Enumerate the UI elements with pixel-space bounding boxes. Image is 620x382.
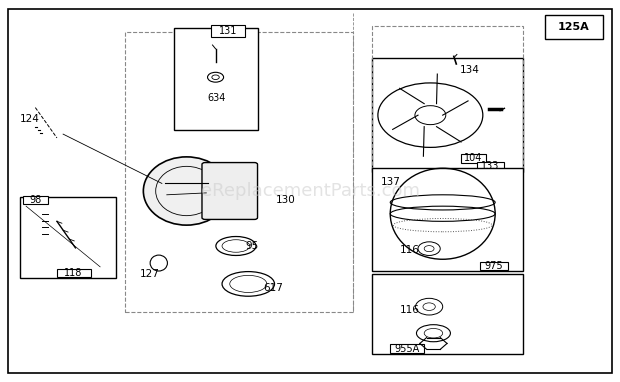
- Bar: [372, 58, 523, 172]
- Text: 125A: 125A: [557, 22, 590, 32]
- Bar: [125, 32, 353, 312]
- Bar: [390, 344, 424, 353]
- Text: 95: 95: [245, 241, 259, 251]
- Bar: [477, 162, 505, 170]
- Text: eReplacementParts.com: eReplacementParts.com: [200, 182, 420, 200]
- Text: 137: 137: [381, 176, 401, 186]
- Bar: [372, 26, 523, 172]
- Text: 133: 133: [481, 161, 500, 171]
- Ellipse shape: [143, 157, 230, 225]
- Bar: [372, 168, 523, 270]
- Text: 130: 130: [276, 196, 296, 206]
- Text: 131: 131: [219, 26, 237, 36]
- Text: 116: 116: [399, 245, 419, 255]
- Bar: [211, 25, 245, 37]
- Text: 975: 975: [484, 261, 503, 271]
- Bar: [190, 94, 215, 102]
- Text: 134: 134: [459, 65, 479, 74]
- Text: 617: 617: [264, 283, 283, 293]
- Text: 118: 118: [64, 268, 83, 278]
- Text: 98: 98: [29, 195, 42, 205]
- Bar: [544, 15, 603, 39]
- Text: 104: 104: [464, 154, 483, 163]
- Bar: [372, 274, 523, 354]
- FancyBboxPatch shape: [202, 163, 257, 219]
- Bar: [174, 28, 257, 130]
- Bar: [20, 197, 115, 278]
- Bar: [57, 269, 91, 277]
- Text: 634: 634: [207, 93, 225, 103]
- Bar: [23, 196, 48, 204]
- Bar: [480, 262, 508, 270]
- Text: 127: 127: [140, 269, 159, 279]
- Text: 955A: 955A: [394, 344, 420, 354]
- Text: 116: 116: [399, 306, 419, 316]
- Bar: [461, 154, 486, 163]
- Text: 124: 124: [20, 114, 40, 124]
